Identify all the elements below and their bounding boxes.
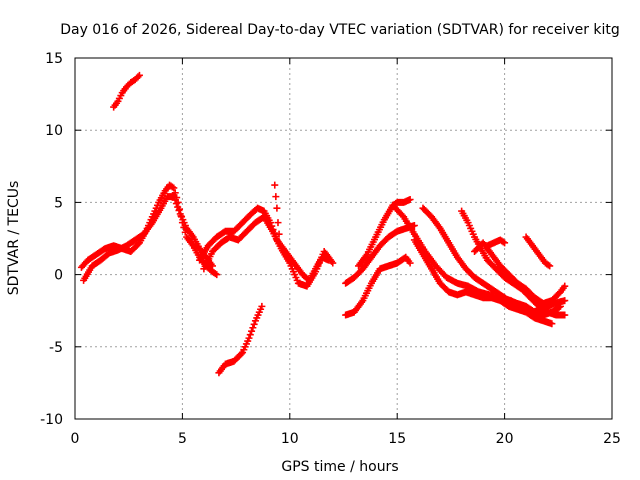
data-point bbox=[174, 203, 182, 211]
data-point bbox=[135, 71, 143, 79]
data-point bbox=[273, 204, 281, 212]
series-arc-evening bbox=[471, 239, 569, 307]
y-tick-label: 5 bbox=[54, 195, 63, 211]
series-arc-descend-2 bbox=[419, 204, 564, 319]
data-point bbox=[561, 282, 569, 290]
data-point bbox=[555, 303, 563, 311]
grid-layer bbox=[75, 58, 612, 419]
series-arc-descend-4 bbox=[410, 236, 556, 328]
data-point bbox=[245, 334, 253, 342]
x-tick-label: 15 bbox=[388, 431, 406, 447]
chart-title: Day 016 of 2026, Sidereal Day-to-day VTE… bbox=[60, 22, 620, 38]
series-arc-night bbox=[483, 236, 509, 250]
data-point bbox=[561, 297, 569, 305]
series-arc-early-high bbox=[110, 71, 143, 111]
data-layer bbox=[77, 71, 569, 377]
series-arc-morning-b bbox=[80, 193, 216, 284]
y-tick-label: 10 bbox=[45, 123, 63, 139]
data-point bbox=[501, 239, 509, 247]
data-point bbox=[175, 206, 183, 214]
data-point bbox=[250, 320, 258, 328]
y-axis-label: SDTVAR / TECUs bbox=[6, 181, 22, 296]
x-tick-label: 10 bbox=[281, 431, 299, 447]
data-point bbox=[211, 270, 219, 278]
x-tick-label: 20 bbox=[496, 431, 514, 447]
series-arc-descend-3 bbox=[458, 207, 569, 319]
series-arc-late bbox=[522, 233, 554, 270]
plot-frame bbox=[74, 57, 613, 420]
data-point bbox=[398, 211, 406, 219]
y-tick-label: 15 bbox=[45, 51, 63, 67]
data-point bbox=[274, 219, 282, 227]
data-point bbox=[546, 262, 554, 270]
data-point bbox=[172, 200, 180, 208]
data-point bbox=[237, 350, 245, 358]
data-point bbox=[406, 259, 414, 267]
x-tick-label: 0 bbox=[71, 431, 80, 447]
data-point bbox=[249, 324, 257, 332]
y-tick-label: 0 bbox=[54, 268, 63, 284]
data-point bbox=[170, 193, 178, 201]
data-point bbox=[134, 73, 142, 81]
tick-layer: 0 5 10 15 20 25 -10 -5 0 5 10 15 bbox=[40, 51, 621, 447]
data-point bbox=[544, 261, 552, 269]
x-tick-label: 25 bbox=[603, 431, 621, 447]
x-tick-label: 5 bbox=[178, 431, 187, 447]
data-point bbox=[406, 196, 414, 204]
data-point bbox=[258, 302, 266, 310]
data-point bbox=[171, 196, 179, 204]
data-point bbox=[272, 193, 280, 201]
data-point bbox=[556, 302, 564, 310]
x-axis-label: GPS time / hours bbox=[281, 459, 398, 475]
data-point bbox=[548, 320, 556, 328]
data-point bbox=[275, 230, 283, 238]
series-arc-afternoon-a bbox=[342, 253, 414, 319]
data-point bbox=[246, 331, 254, 339]
series-arc-late-morning-b bbox=[200, 213, 337, 290]
data-point bbox=[271, 181, 279, 189]
data-point bbox=[168, 183, 176, 191]
series-arc-spike bbox=[271, 181, 283, 238]
data-point bbox=[213, 271, 221, 279]
y-tick-label: -5 bbox=[49, 340, 63, 356]
data-point bbox=[561, 311, 569, 319]
y-tick-label: -10 bbox=[40, 412, 63, 428]
data-point bbox=[248, 327, 256, 335]
data-point bbox=[171, 189, 179, 197]
data-point bbox=[499, 238, 507, 246]
series-arc-low bbox=[215, 302, 266, 377]
data-point bbox=[170, 184, 178, 192]
data-point bbox=[329, 259, 337, 267]
data-point bbox=[208, 262, 216, 270]
